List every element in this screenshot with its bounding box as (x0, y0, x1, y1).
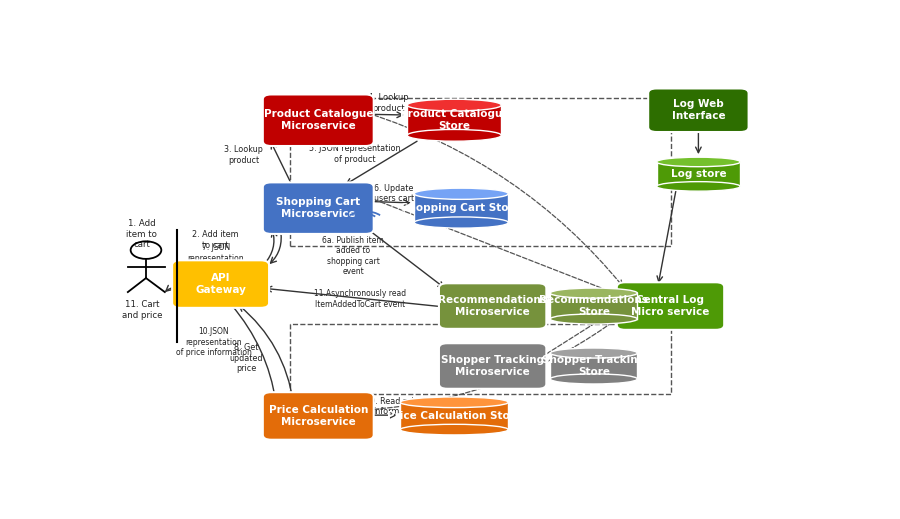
FancyBboxPatch shape (550, 353, 637, 379)
Ellipse shape (407, 129, 501, 141)
Text: Log Web
Interface: Log Web Interface (671, 99, 725, 121)
Text: Shopping Cart Store: Shopping Cart Store (401, 203, 521, 213)
Text: Shopper Tracking
Store: Shopper Tracking Store (542, 355, 645, 377)
FancyBboxPatch shape (263, 94, 374, 146)
Text: 10.JSON
representation
of price information: 10.JSON representation of price informat… (176, 327, 252, 357)
Text: 1. Add
item to
cart: 1. Add item to cart (126, 219, 158, 249)
Text: 7. JSON
representation
of cart: 7. JSON representation of cart (187, 243, 244, 273)
FancyBboxPatch shape (657, 162, 740, 186)
Ellipse shape (414, 188, 508, 199)
Text: Product Catalogue
Store: Product Catalogue Store (400, 109, 509, 131)
Ellipse shape (407, 99, 501, 111)
Text: API
Gateway: API Gateway (195, 273, 246, 295)
Text: Central Log
Micro service: Central Log Micro service (631, 295, 710, 317)
FancyBboxPatch shape (550, 293, 637, 319)
Text: Shopper Tracking
Microservice: Shopper Tracking Microservice (441, 355, 544, 377)
FancyBboxPatch shape (400, 402, 508, 430)
FancyBboxPatch shape (414, 194, 508, 223)
Text: 11.Asynchronously read
ItemAddedToCart event: 11.Asynchronously read ItemAddedToCart e… (314, 289, 406, 309)
Text: Product Catalogue
Microservice: Product Catalogue Microservice (264, 109, 373, 131)
FancyBboxPatch shape (439, 343, 546, 389)
Text: Recommendations
Microservice: Recommendations Microservice (438, 295, 547, 317)
Text: Shopping Cart
Microservice: Shopping Cart Microservice (276, 197, 360, 220)
Bar (291, 324, 670, 394)
Ellipse shape (550, 288, 637, 298)
Ellipse shape (656, 182, 740, 191)
Text: Recommendations
Store: Recommendations Store (539, 295, 648, 317)
Text: 11. Cart
and price: 11. Cart and price (122, 301, 162, 320)
Ellipse shape (400, 397, 508, 407)
FancyBboxPatch shape (172, 261, 269, 308)
Text: 8. Get
updated
price: 8. Get updated price (230, 343, 263, 373)
Text: 3. Lookup
product: 3. Lookup product (224, 145, 263, 165)
FancyBboxPatch shape (263, 392, 374, 440)
Text: Price Calculation
Microservice: Price Calculation Microservice (268, 405, 368, 427)
Ellipse shape (414, 217, 508, 228)
Ellipse shape (656, 157, 740, 167)
Text: Price Calculation Store: Price Calculation Store (387, 411, 522, 421)
FancyBboxPatch shape (407, 105, 501, 135)
Ellipse shape (550, 374, 637, 384)
Ellipse shape (400, 425, 508, 435)
Text: 6a. Publish item
added to
shopping cart
event: 6a. Publish item added to shopping cart … (322, 236, 384, 276)
FancyBboxPatch shape (263, 182, 374, 234)
Ellipse shape (550, 314, 637, 324)
Text: 4. Lookup
product: 4. Lookup product (368, 93, 409, 113)
Text: 9. Read price
information: 9. Read price information (370, 397, 423, 416)
Text: 2. Add item
to cart: 2. Add item to cart (193, 230, 239, 250)
Text: 6. Update
users cart: 6. Update users cart (374, 184, 414, 203)
Text: Log store: Log store (670, 169, 726, 179)
FancyBboxPatch shape (616, 282, 724, 330)
Ellipse shape (550, 348, 637, 358)
Bar (291, 98, 670, 246)
Text: 5. JSON representation
of product: 5. JSON representation of product (310, 144, 401, 164)
FancyBboxPatch shape (439, 283, 546, 329)
FancyBboxPatch shape (648, 88, 749, 132)
